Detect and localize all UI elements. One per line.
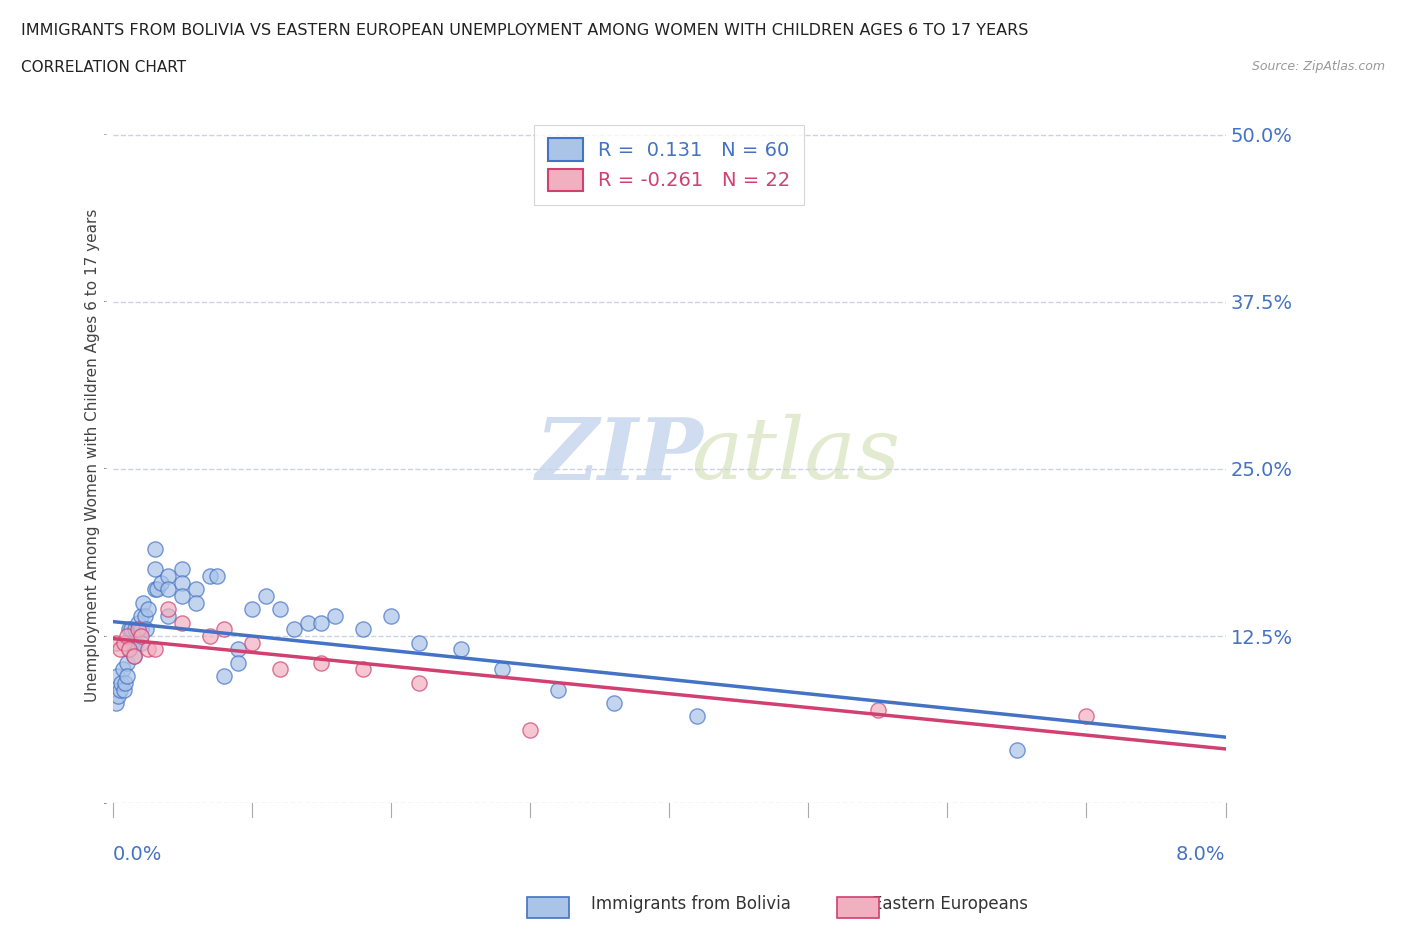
Point (205, 568, 228, 583)
Point (450, 642, 472, 657)
Legend: R =  0.131   N = 60, R = -0.261   N = 22: R = 0.131 N = 60, R = -0.261 N = 22 (534, 125, 804, 205)
Point (352, 622, 374, 637)
Text: CORRELATION CHART: CORRELATION CHART (21, 60, 186, 75)
Point (122, 649, 145, 664)
Point (269, 662, 291, 677)
Point (602, 696, 624, 711)
Point (114, 675, 136, 690)
Text: 8.0%: 8.0% (1175, 844, 1226, 864)
Y-axis label: Unemployment Among Women with Children Ages 6 to 17 years: Unemployment Among Women with Children A… (86, 209, 100, 702)
Point (325, 608, 347, 623)
Point (127, 616, 149, 631)
Point (283, 622, 305, 637)
Point (1005, 742, 1028, 757)
Point (311, 656, 333, 671)
Point (157, 608, 180, 623)
Point (686, 709, 709, 724)
Point (111, 662, 134, 677)
Point (108, 682, 131, 697)
Point (866, 702, 889, 717)
Point (134, 608, 156, 623)
Point (547, 682, 569, 697)
Point (1076, 709, 1098, 724)
Point (408, 675, 430, 690)
Point (143, 582, 166, 597)
Point (297, 616, 319, 631)
Point (212, 669, 235, 684)
Point (120, 622, 142, 637)
Point (150, 575, 173, 590)
Point (172, 562, 194, 577)
Point (118, 642, 141, 657)
Point (269, 602, 291, 617)
Point (129, 622, 152, 637)
Text: Immigrants from Bolivia: Immigrants from Bolivia (591, 895, 790, 913)
Point (143, 542, 166, 557)
Text: 0.0%: 0.0% (112, 844, 162, 864)
Point (240, 602, 263, 617)
Point (115, 656, 138, 671)
Point (108, 642, 131, 657)
Point (352, 662, 374, 677)
Point (226, 656, 249, 671)
Point (157, 568, 180, 583)
Point (136, 602, 159, 617)
Point (226, 642, 249, 657)
Point (129, 608, 152, 623)
Point (115, 669, 138, 684)
Point (212, 622, 235, 637)
Point (132, 595, 155, 610)
Text: Source: ZipAtlas.com: Source: ZipAtlas.com (1251, 60, 1385, 73)
Text: atlas: atlas (692, 414, 901, 497)
Point (122, 649, 145, 664)
Point (491, 662, 513, 677)
Point (143, 642, 166, 657)
Point (115, 635, 138, 650)
Point (157, 582, 180, 597)
Point (172, 616, 194, 631)
Point (129, 635, 152, 650)
Point (198, 568, 221, 583)
Point (127, 622, 149, 637)
Point (240, 635, 263, 650)
Point (129, 629, 152, 644)
Point (135, 622, 157, 637)
Point (124, 622, 146, 637)
Point (186, 595, 208, 610)
Point (110, 675, 132, 690)
Point (112, 635, 135, 650)
Point (136, 642, 159, 657)
Point (519, 723, 541, 737)
Point (107, 689, 129, 704)
Point (157, 602, 180, 617)
Point (198, 629, 221, 644)
Point (146, 582, 169, 597)
Point (186, 582, 208, 597)
Point (172, 589, 194, 604)
Point (112, 682, 135, 697)
Point (254, 589, 277, 604)
Point (121, 635, 143, 650)
Point (118, 622, 141, 637)
Point (408, 635, 430, 650)
Point (104, 696, 127, 711)
Point (311, 616, 333, 631)
Point (115, 629, 138, 644)
Point (125, 635, 148, 650)
Point (172, 575, 194, 590)
Point (105, 669, 128, 684)
Point (380, 608, 402, 623)
Text: ZIP: ZIP (536, 414, 703, 498)
Point (143, 562, 166, 577)
Point (118, 642, 141, 657)
Text: Eastern Europeans: Eastern Europeans (872, 895, 1028, 913)
Text: IMMIGRANTS FROM BOLIVIA VS EASTERN EUROPEAN UNEMPLOYMENT AMONG WOMEN WITH CHILDR: IMMIGRANTS FROM BOLIVIA VS EASTERN EUROP… (21, 23, 1028, 38)
Point (104, 635, 127, 650)
